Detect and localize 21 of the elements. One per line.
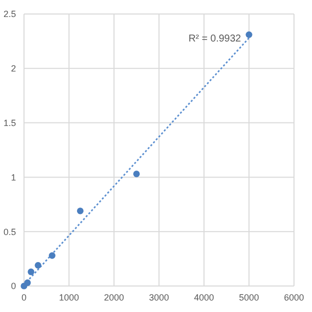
y-tick-label: 1 (10, 172, 16, 182)
y-tick-label: 2 (10, 64, 16, 74)
x-tick-label: 4000 (194, 292, 214, 302)
y-tick-label: 2.5 (3, 9, 16, 20)
x-tick-label: 6000 (284, 292, 304, 302)
point (48, 252, 56, 259)
point (24, 279, 31, 286)
y-tick-label: 0 (10, 281, 16, 292)
x-tick-label: 0 (21, 292, 27, 302)
point (34, 262, 42, 269)
y-tick-label: 1.5 (3, 118, 16, 128)
x-tick-label: 2000 (104, 292, 124, 302)
point (76, 208, 84, 214)
y-tick-label: 0.5 (3, 226, 16, 237)
x-tick-label: 5000 (238, 292, 260, 302)
x-tick-label: 1000 (58, 292, 80, 302)
annotation: R² = 0.9932 (188, 33, 242, 44)
point (246, 31, 252, 38)
x-tick-label: 3000 (148, 292, 170, 302)
point (28, 268, 34, 276)
point (133, 170, 140, 178)
